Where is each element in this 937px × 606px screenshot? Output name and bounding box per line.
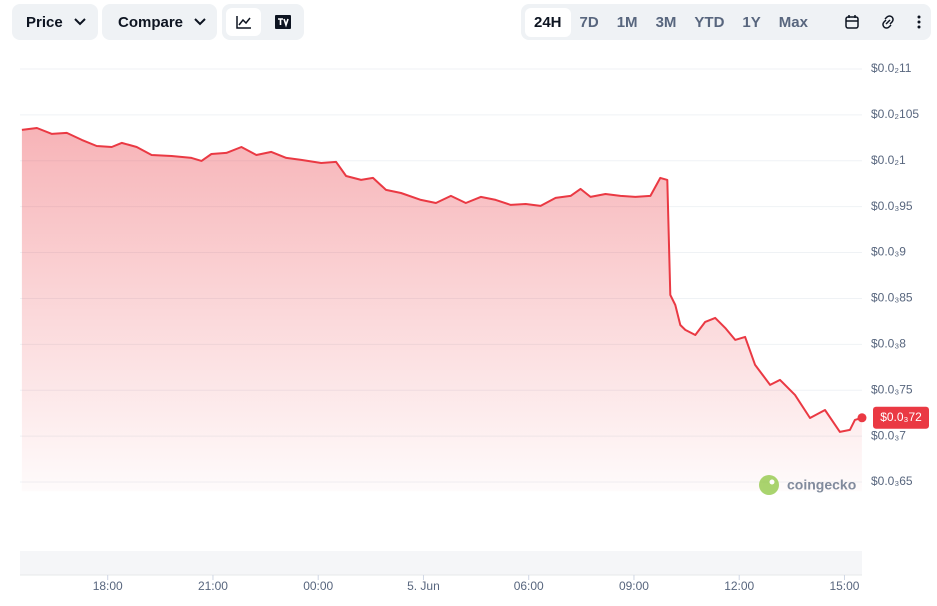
- watermark-logo: [759, 475, 779, 495]
- price-dropdown[interactable]: Price: [12, 4, 98, 40]
- price-label: Price: [26, 13, 63, 31]
- x-tick-label: 21:00: [198, 579, 228, 593]
- price-area: [21, 128, 862, 492]
- chevron: [73, 18, 86, 26]
- range-button[interactable]: 1Y: [742, 13, 761, 31]
- range-button[interactable]: 7D: [579, 13, 599, 31]
- current-price-badge: [873, 406, 929, 429]
- compare-label: Compare: [118, 13, 184, 31]
- y-tick-label: $0.0₂105: [871, 107, 919, 121]
- x-tick-label: 5. Jun: [407, 579, 440, 593]
- y-tick-label: $0.0₃75: [871, 382, 913, 396]
- compare-dropdown[interactable]: Compare: [102, 4, 217, 40]
- calendar-icon[interactable]: [845, 15, 859, 29]
- x-tick-label: 15:00: [829, 579, 859, 593]
- chevron: [194, 18, 206, 26]
- x-tick-label: 00:00: [303, 579, 333, 593]
- x-tick-label: 12:00: [724, 579, 754, 593]
- range-button[interactable]: 24H: [525, 7, 571, 37]
- range-group: 24H 7D 1M 3M YTD 1Y Max: [521, 4, 931, 40]
- y-tick-label: $0.0₃9: [871, 245, 906, 259]
- current-price-label: $0.0₃72: [880, 410, 922, 424]
- line-chart-button[interactable]: [226, 8, 261, 36]
- watermark-eye: [769, 479, 775, 485]
- y-tick-label: $0.0₃7: [871, 428, 906, 442]
- y-tick-label: $0.0₃95: [871, 199, 913, 213]
- extra-icons: [845, 15, 927, 29]
- y-tick-label: $0.0₂1: [871, 153, 906, 167]
- link-icon[interactable]: [879, 15, 897, 29]
- current-price-dot: [857, 413, 867, 423]
- tradingview-button[interactable]: [265, 8, 300, 36]
- line-icon: [235, 16, 251, 29]
- chart-type-group: [222, 4, 304, 40]
- more-icon[interactable]: [917, 15, 921, 29]
- y-tick-label: $0.0₃65: [871, 474, 913, 488]
- volume-strip: [20, 551, 862, 575]
- price-line: [21, 127, 863, 433]
- x-tick-label: 18:00: [93, 579, 123, 593]
- range-button[interactable]: YTD: [694, 13, 725, 31]
- y-tick-label: $0.0₃8: [871, 337, 906, 351]
- watermark-text: coingecko: [787, 477, 856, 493]
- x-tick-label: 09:00: [619, 579, 649, 593]
- chart: $0.0₂11 $0.0₂105 $0.0₂1 $0.0₃95 $0.0₃9 $0.0₃8…: [20, 61, 929, 593]
- y-tick-label: $0.0₃85: [871, 291, 913, 305]
- watermark: coingecko: [759, 475, 856, 495]
- tv-icon: [274, 15, 291, 29]
- y-tick-label: $0.0₂11: [871, 61, 912, 75]
- x-tick-label: 06:00: [514, 579, 544, 593]
- range-button[interactable]: 3M: [655, 13, 677, 31]
- range-button[interactable]: 1M: [616, 13, 638, 31]
- range-button[interactable]: Max: [778, 13, 808, 31]
